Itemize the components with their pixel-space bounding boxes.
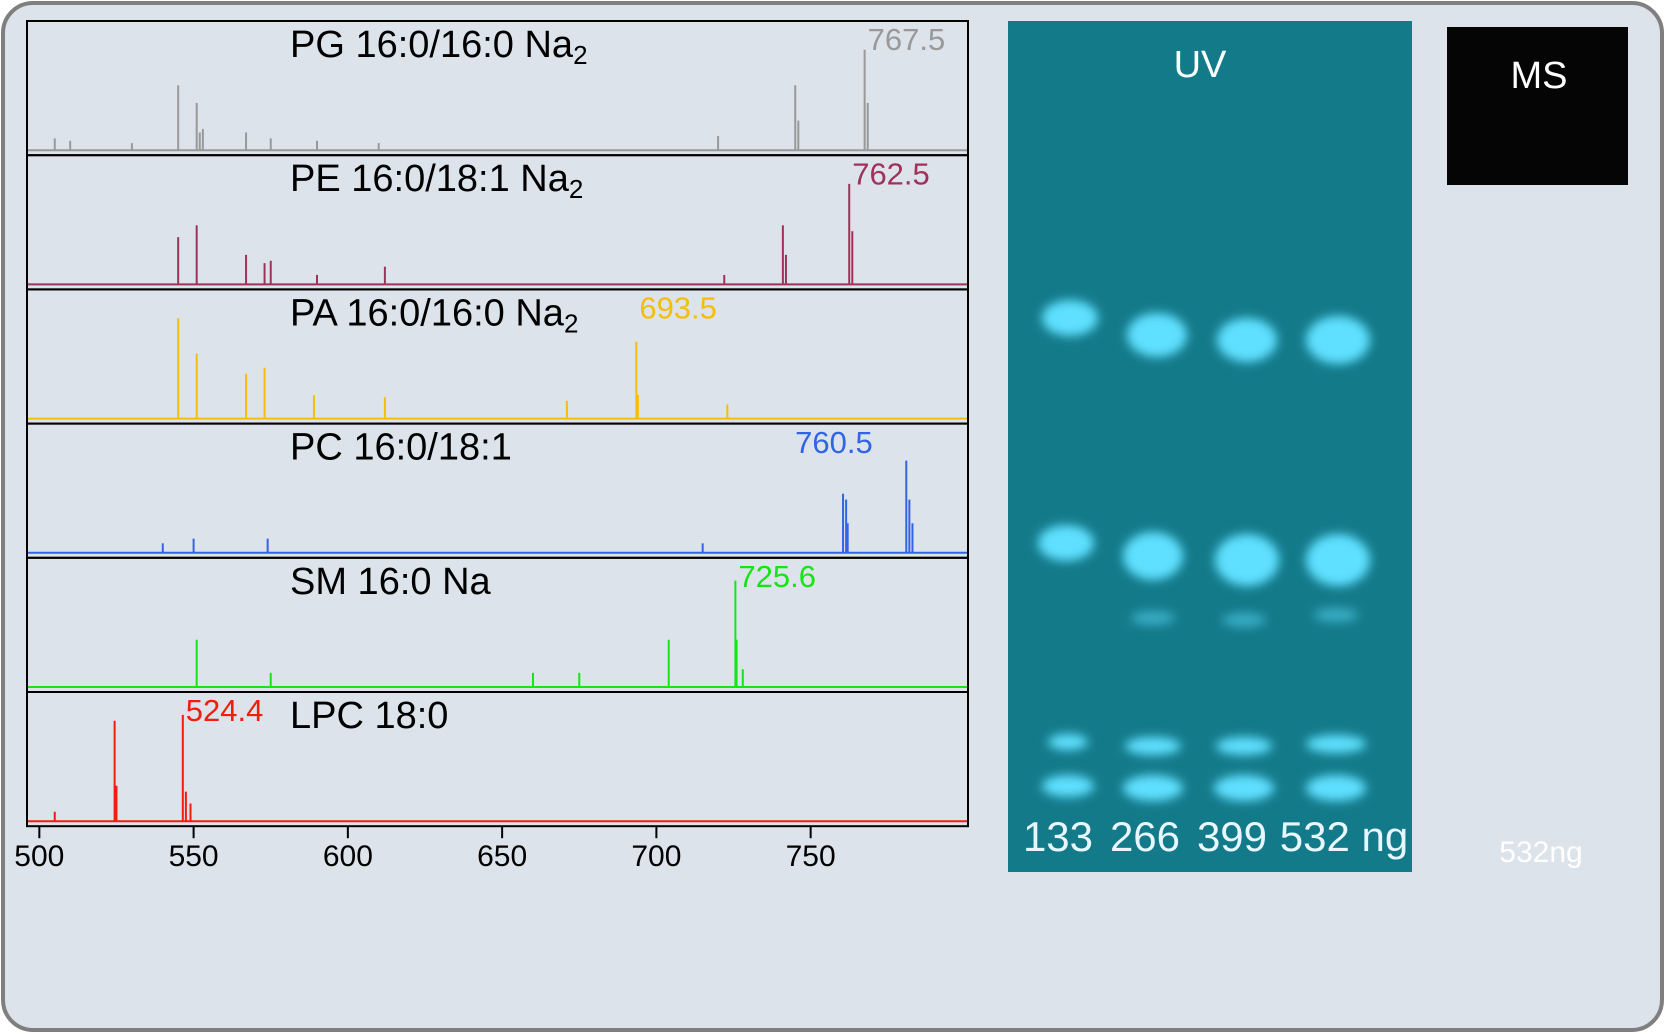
panel-name: PG 16:0/16:0 Na: [290, 24, 574, 66]
peak-annotation: 762.5: [852, 156, 930, 191]
peak-annotation: 693.5: [639, 291, 717, 326]
spectra: PG 16:0/16:0 Na2 767.5PE 16:0/18:1 Na2 762…: [14, 20, 969, 873]
ms-title: MS: [1511, 55, 1568, 97]
uv-plate: UV 133 266 399 532 ng: [1008, 21, 1412, 872]
panel-label: LPC 18:0: [290, 695, 448, 737]
x-tick-label: 550: [169, 840, 219, 873]
ms-label: 532ng: [1499, 836, 1582, 869]
ms-image: MS 532ng: [1447, 27, 1628, 869]
peak-annotation: 760.5: [795, 425, 873, 460]
panel-label: PA 16:0/16:0 Na2: [290, 292, 578, 338]
lane-label: 532 ng: [1280, 813, 1408, 860]
panel-name: PE 16:0/18:1 Na: [290, 158, 570, 200]
lane-label: 266: [1110, 813, 1180, 860]
panel-name: PA 16:0/16:0 Na: [290, 292, 565, 334]
panel-label: SM 16:0 Na: [290, 561, 492, 603]
panel-name-sub: 2: [569, 174, 583, 204]
panel-name: PC 16:0/18:1: [290, 427, 512, 469]
panel-label: PE 16:0/18:1 Na2: [290, 158, 583, 204]
x-tick-label: 500: [14, 840, 64, 873]
ms-box: [1447, 27, 1628, 185]
panel-label: PC 16:0/18:1: [290, 427, 512, 469]
lane-label: 399: [1197, 813, 1267, 860]
peak-annotation: 725.6: [738, 559, 816, 594]
x-tick-label: 750: [786, 840, 836, 873]
x-tick-label: 700: [631, 840, 681, 873]
uv-title: UV: [1174, 44, 1227, 86]
x-tick-label: 650: [477, 840, 527, 873]
peak-annotation: 767.5: [868, 22, 946, 57]
peak-annotation: 524.4: [186, 693, 264, 728]
lane-label: 133: [1023, 813, 1093, 860]
panel-name-sub: 2: [573, 40, 587, 70]
panel-name-sub: 2: [564, 308, 578, 338]
panel-label: PG 16:0/16:0 Na2: [290, 24, 588, 70]
panel-name: LPC 18:0: [290, 695, 448, 737]
x-tick-label: 600: [323, 840, 373, 873]
spots: [1038, 300, 1370, 801]
panel-frame: [26, 691, 969, 828]
plate: [1008, 21, 1412, 872]
panel-name: SM 16:0 Na: [290, 561, 492, 603]
